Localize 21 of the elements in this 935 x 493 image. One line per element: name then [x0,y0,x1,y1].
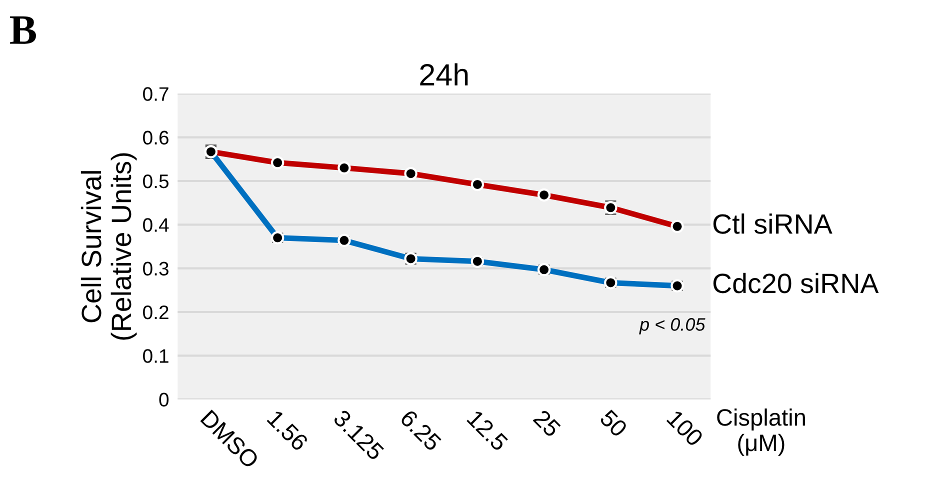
series-label: Cdc20 siRNA [713,272,879,294]
text: B [10,16,36,44]
x-tick-label: 25 [532,408,562,438]
x-tick-label: 1.56 [266,409,309,452]
series-label: Ctl siRNA [713,213,832,234]
y-tick-label: 0 [159,392,169,407]
x-tick-label: 100 [666,409,704,448]
y-tick-label: 0.2 [143,305,168,320]
y-tick-label: 0.1 [143,349,168,363]
x-tick-label: 6.25 [399,408,442,452]
y-tick-label: 0.6 [143,130,168,145]
annotation: p < 0.05 [639,318,706,334]
x-tick-label: 50 [599,408,628,438]
y-axis-title: Cell Survival (Relative Units) [80,153,137,340]
chart-title: 24h [420,63,468,86]
x-tick-label: 12.5 [466,409,509,452]
x-axis-title: Cisplatin (μM) [717,408,805,456]
y-tick-label: 0.4 [143,218,169,232]
y-tick-label: 0.5 [143,174,169,188]
y-tick-label: 0.3 [143,262,168,276]
y-tick-label: 0.7 [143,87,168,101]
